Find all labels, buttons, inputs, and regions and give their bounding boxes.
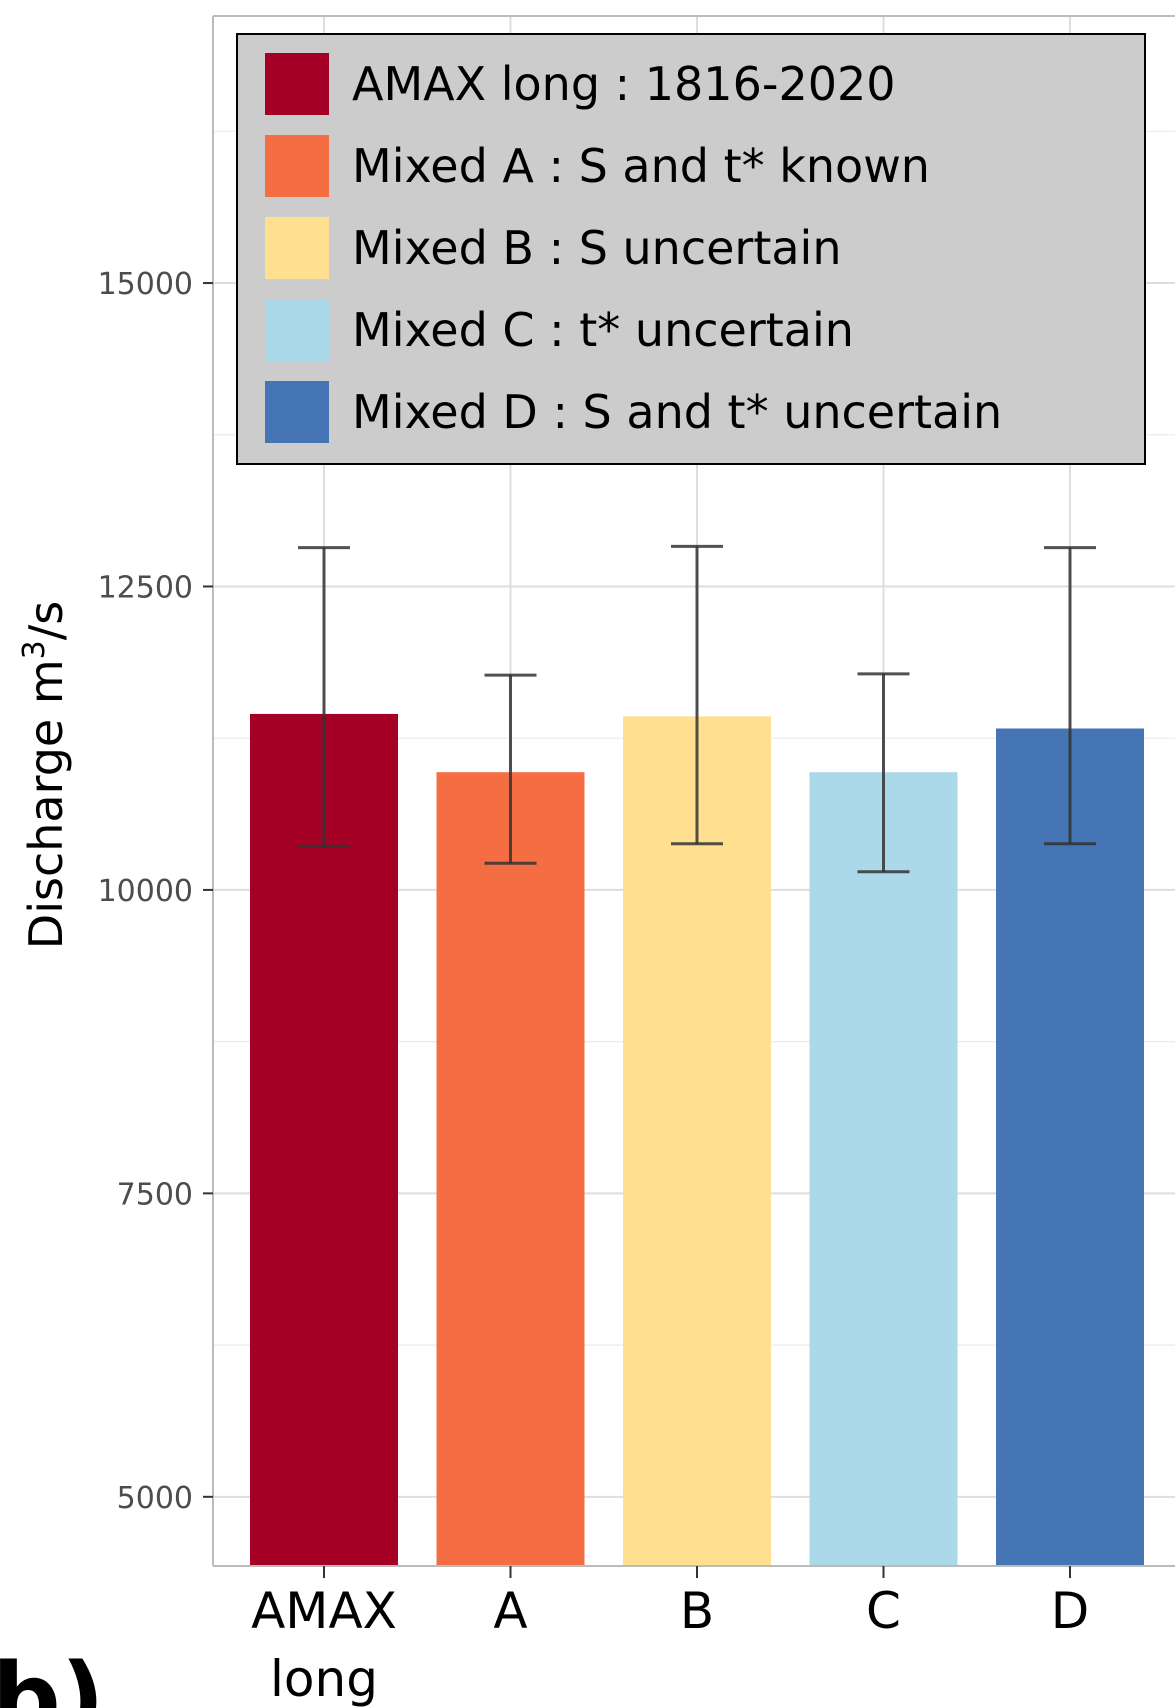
y-tick-label: 12500 [98,570,193,605]
x-tick-labels: AMAX long A B C D [251,1582,1089,1708]
legend-swatch [265,53,329,115]
y-tick-labels: 5000 7500 10000 12500 15000 [98,267,193,1516]
x-tick-label: C [866,1582,901,1640]
error-bars [298,544,1096,874]
legend-item: Mixed D : S and t* uncertain [265,381,1002,443]
y-axis-label: Discharge m3/s [17,601,73,949]
bar-4 [809,772,958,1566]
bar-5 [996,728,1144,1566]
x-tick-label: AMAX long [251,1582,397,1708]
bar-3 [623,716,771,1566]
x-tick-label: A [493,1582,527,1640]
legend-item: AMAX long : 1816-2020 [265,53,896,115]
y-tick-label: 7500 [117,1177,193,1212]
y-axis-label-superscript: 3 [17,640,52,659]
legend-label: Mixed A : S and t* known [352,139,930,193]
y-tick-label: 5000 [117,1481,193,1516]
legend-swatch [265,217,329,279]
axes [203,15,1175,1578]
legend-label: Mixed B : S uncertain [352,221,842,275]
x-tick-label: D [1051,1582,1090,1640]
panel-label: b) [0,1643,105,1708]
y-axis-label-suffix: /s [19,601,73,640]
legend-swatch [265,135,329,197]
y-tick-label: 15000 [98,267,193,302]
legend-swatch [265,381,329,443]
legend-item: Mixed C : t* uncertain [265,299,854,361]
legend-box [236,33,1146,465]
legend-label: Mixed D : S and t* uncertain [352,385,1002,439]
legend: AMAX long : 1816-2020 Mixed A : S and t* … [236,33,1146,465]
legend-item: Mixed B : S uncertain [265,217,842,279]
bar-1 [250,713,398,1566]
legend-swatch [265,299,329,361]
legend-item: Mixed A : S and t* known [265,135,930,197]
x-tick-label: B [680,1582,714,1640]
bar-2 [436,772,585,1566]
legend-label: AMAX long : 1816-2020 [352,57,896,111]
legend-label: Mixed C : t* uncertain [352,303,854,357]
bars [250,713,1144,1566]
y-tick-label: 10000 [98,874,193,909]
